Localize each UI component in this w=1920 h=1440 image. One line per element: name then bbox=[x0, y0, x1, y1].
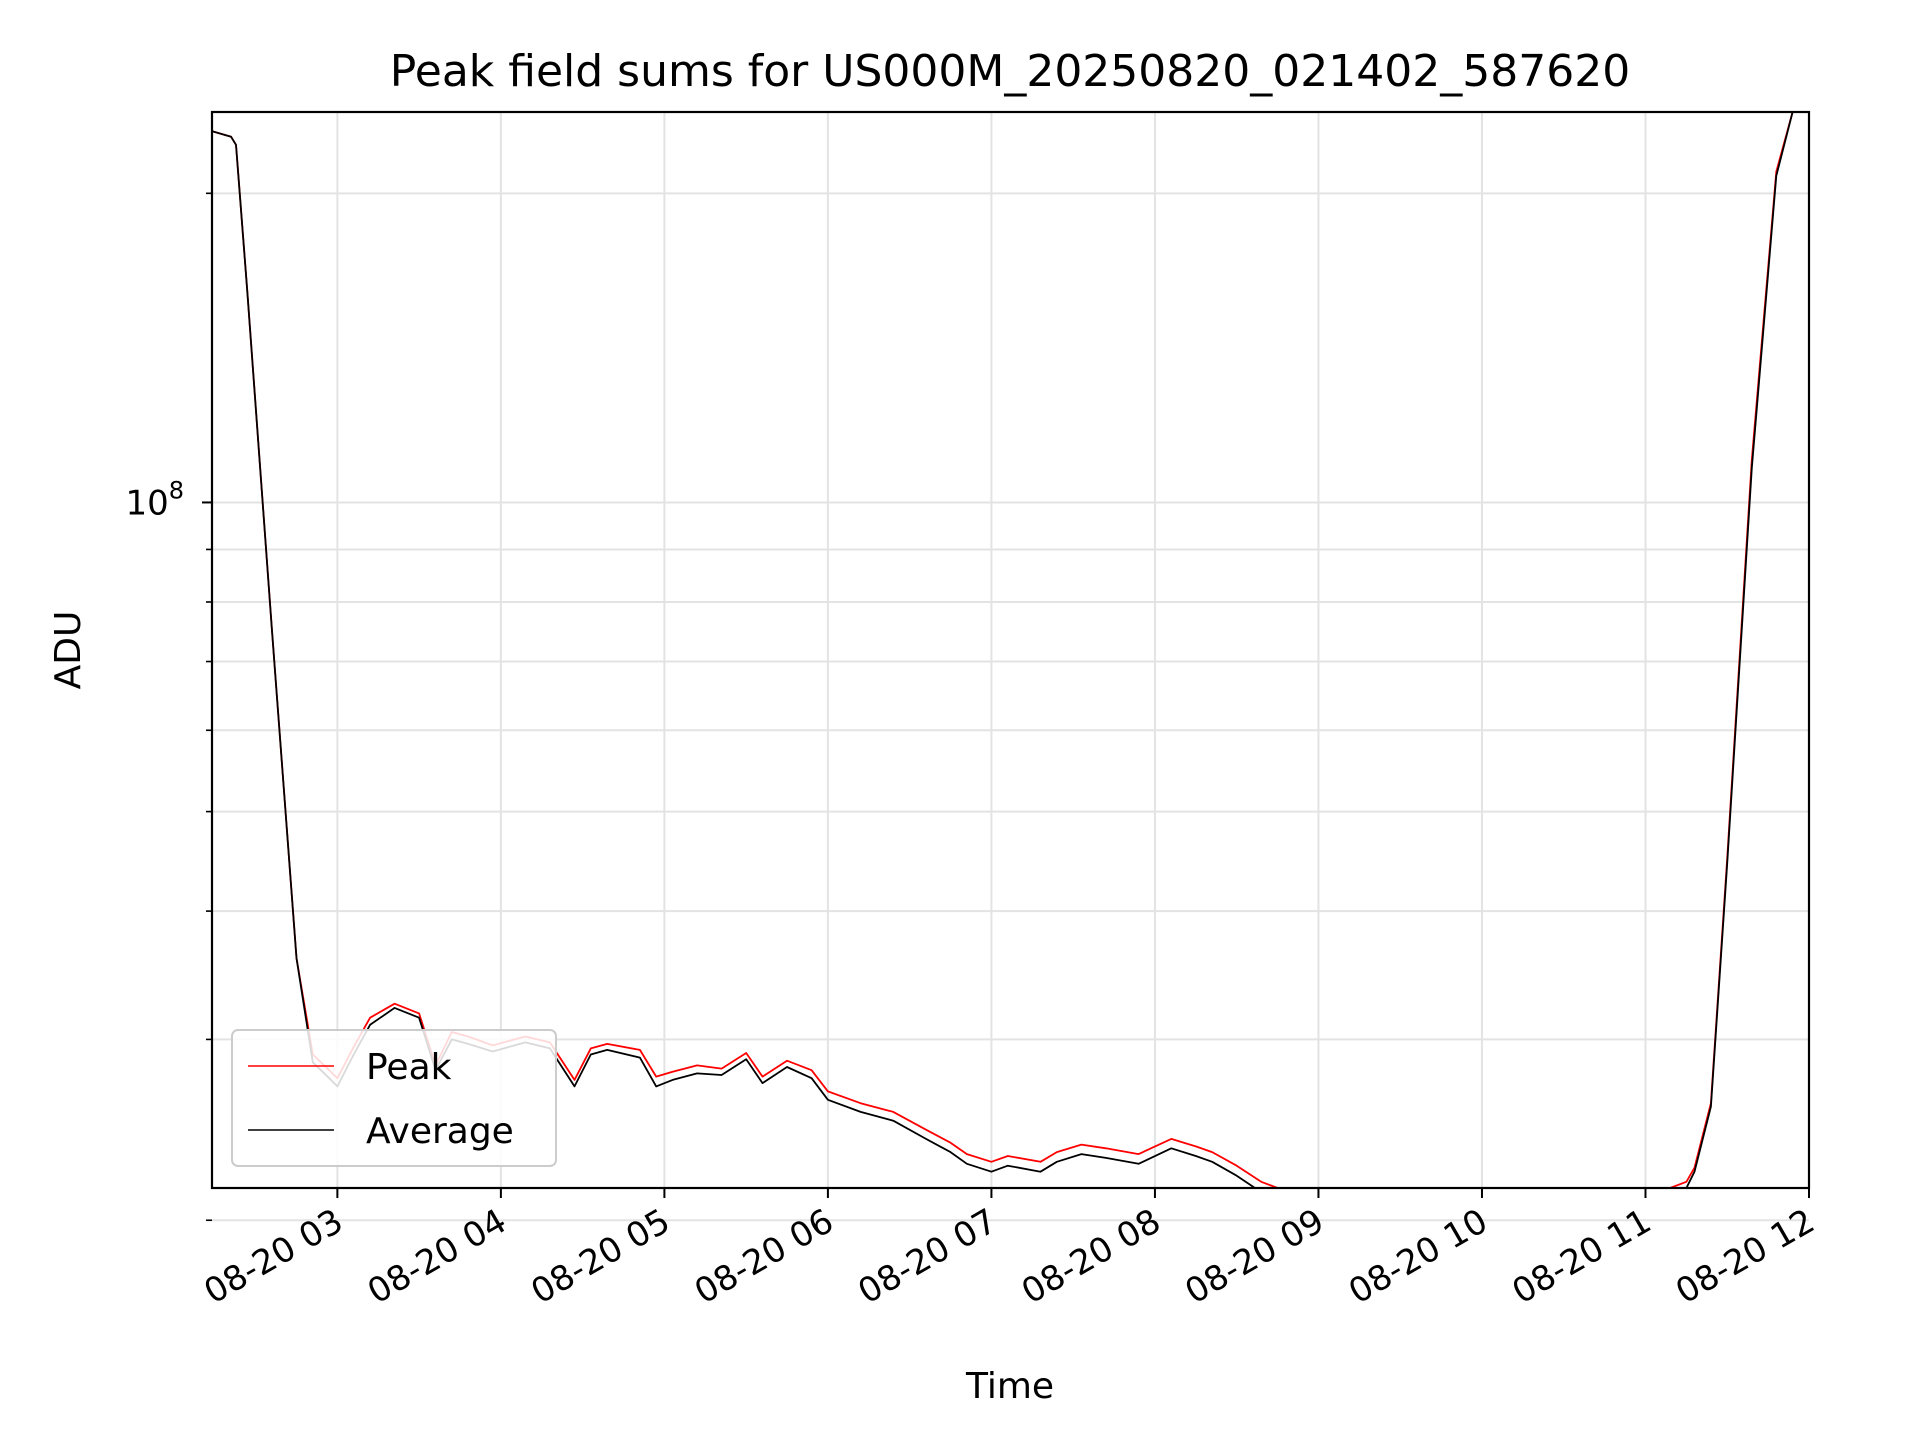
y-axis-title: ADU bbox=[48, 611, 89, 690]
series-layer bbox=[212, 112, 1794, 1188]
series-line-peak bbox=[212, 112, 1794, 1188]
legend-label-peak: Peak bbox=[366, 1047, 452, 1088]
chart-title: Peak field sums for US000M_20250820_0214… bbox=[390, 46, 1630, 97]
legend: Peak Average bbox=[231, 1029, 557, 1167]
plot-area-frame bbox=[210, 110, 1811, 1190]
x-axis-title: Time bbox=[965, 1366, 1054, 1407]
series-line-average bbox=[212, 112, 1794, 1188]
legend-label-average: Average bbox=[366, 1111, 514, 1152]
legend-box bbox=[231, 1029, 557, 1167]
